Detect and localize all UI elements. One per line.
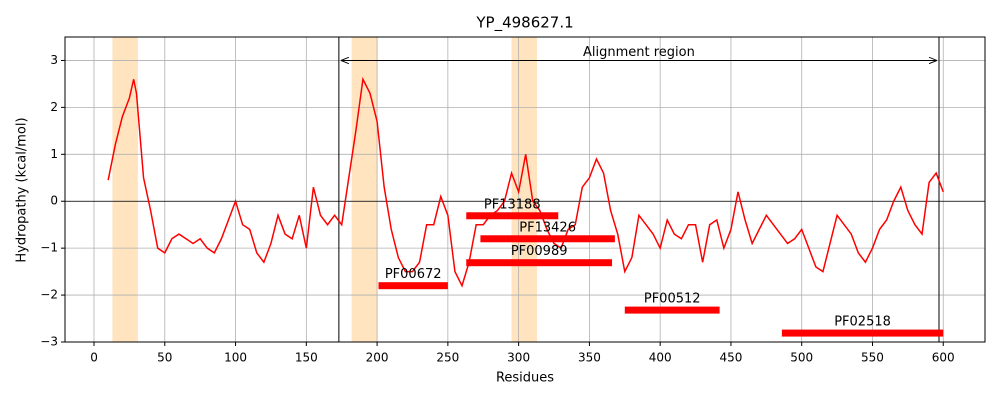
shaded-region [351, 37, 378, 342]
x-tick-label: 150 [295, 351, 318, 365]
x-tick-label: 400 [649, 351, 672, 365]
x-tick-label: 500 [790, 351, 813, 365]
y-tick-label: −3 [40, 335, 58, 349]
x-tick-label: 250 [436, 351, 459, 365]
domain-bar [466, 212, 559, 220]
y-tick-label: −2 [40, 288, 58, 302]
shaded-region [511, 37, 538, 342]
domain-bar [781, 329, 944, 337]
y-axis-label: Hydropathy (kcal/mol) [15, 117, 30, 262]
shaded-region [112, 37, 138, 342]
domain-bar [466, 259, 613, 267]
domain-label: PF13426 [519, 220, 576, 235]
hydropathy-line [107, 76, 944, 288]
x-tick-label: 550 [861, 351, 884, 365]
x-tick-label: 50 [157, 351, 172, 365]
x-tick-label: 0 [90, 351, 98, 365]
x-tick-label: 350 [578, 351, 601, 365]
domain-label: PF00512 [644, 292, 701, 307]
domain-bar [378, 282, 448, 290]
x-tick-label: 450 [719, 351, 742, 365]
domain-label: PF02518 [834, 315, 891, 330]
x-tick-label: 300 [507, 351, 530, 365]
plot-frame [64, 36, 986, 343]
y-tick-label: −1 [40, 241, 58, 255]
domain-bar [480, 235, 615, 243]
y-tick-label: 3 [50, 53, 58, 67]
x-axis-label: Residues [496, 371, 554, 386]
x-tick-label: 600 [932, 351, 955, 365]
y-tick-label: 2 [50, 100, 58, 114]
domain-label: PF00989 [511, 244, 568, 259]
y-tick-label: 1 [50, 147, 58, 161]
annotation-text: Alignment region [583, 45, 695, 60]
domain-bar [624, 306, 720, 314]
chart-title: YP_498627.1 [475, 14, 573, 33]
y-tick-label: 0 [50, 194, 58, 208]
domain-label: PF13188 [484, 197, 541, 212]
x-tick-label: 200 [366, 351, 389, 365]
x-tick-label: 100 [224, 351, 247, 365]
domain-label: PF00672 [385, 267, 442, 282]
